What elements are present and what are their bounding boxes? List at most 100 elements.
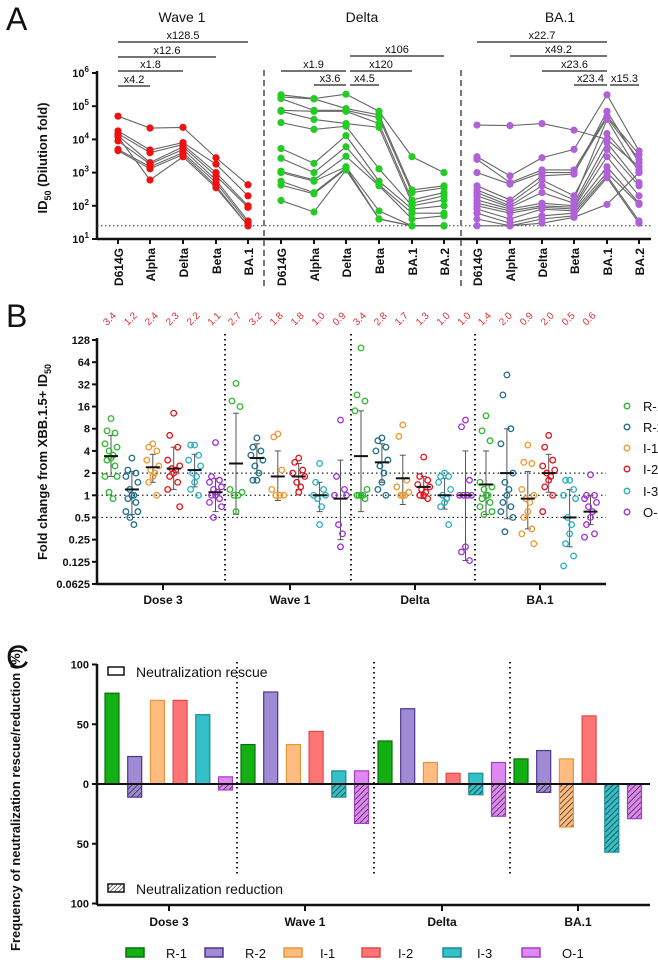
data-point	[310, 125, 318, 134]
data-point	[380, 469, 388, 477]
data-point	[635, 169, 643, 177]
reduction-bar	[127, 783, 143, 798]
data-point	[473, 215, 481, 223]
data-point	[440, 196, 448, 204]
data-point	[591, 491, 598, 499]
median-label: 1.0	[310, 310, 328, 328]
data-point	[276, 491, 284, 499]
y-tick-label: 2	[84, 468, 90, 480]
legend-swatch	[521, 947, 541, 958]
data-point	[538, 188, 546, 197]
data-point	[462, 543, 469, 551]
data-point	[416, 491, 424, 499]
data-point	[105, 488, 113, 496]
data-point	[149, 440, 157, 448]
x-tick-label: BA.2	[633, 248, 647, 276]
y-tick-label: 0.125	[62, 557, 90, 569]
reduction-legend-label: Neutralization reduction	[136, 881, 283, 897]
reduction-bar	[558, 783, 575, 828]
data-point	[244, 181, 252, 189]
legend-marker	[623, 487, 631, 495]
data-point	[103, 456, 111, 464]
data-point	[566, 530, 574, 538]
data-point	[293, 478, 301, 486]
x-tick-label: Alpha	[144, 248, 158, 282]
fold-change-label: x23.6	[561, 59, 588, 71]
data-point	[103, 427, 111, 435]
data-point	[393, 483, 401, 491]
data-point	[562, 476, 570, 484]
median-label: 1.2	[122, 310, 140, 328]
rescue-bar	[445, 772, 461, 785]
data-point	[234, 491, 242, 499]
legend-swatch	[204, 947, 224, 958]
rescue-bar	[263, 691, 279, 785]
data-point	[524, 508, 532, 516]
median-label: 1.1	[206, 310, 224, 328]
y-tick-label: 100	[71, 899, 89, 911]
data-point	[581, 533, 588, 541]
data-point	[151, 469, 159, 477]
data-point	[226, 485, 234, 493]
x-tick-label: Delta	[427, 915, 457, 929]
subject-line	[280, 109, 445, 201]
data-point	[277, 94, 285, 103]
data-point	[458, 423, 465, 431]
x-tick-label: Delta	[400, 593, 430, 607]
fold-change-label: x4.2	[124, 74, 145, 86]
data-point	[506, 180, 514, 188]
data-point	[408, 222, 416, 230]
data-point	[153, 491, 161, 499]
data-point	[191, 478, 199, 486]
data-point	[291, 458, 299, 466]
reduction-bar	[490, 783, 507, 817]
rescue-bar	[377, 740, 393, 785]
data-point	[570, 145, 578, 153]
data-point	[114, 146, 122, 155]
data-point	[374, 437, 382, 445]
subject-line	[280, 166, 444, 227]
data-point	[310, 159, 318, 167]
data-point	[440, 222, 448, 230]
median-label: 1.3	[414, 310, 432, 328]
data-point	[212, 160, 220, 168]
y-tick-label: 50	[77, 839, 89, 851]
subject-line	[476, 165, 640, 214]
data-point	[320, 485, 328, 493]
y-tick-label: 0.5	[75, 512, 90, 524]
reduction-legend-box	[107, 883, 125, 893]
rescue-bar	[240, 743, 256, 785]
data-point	[416, 473, 424, 480]
rescue-bar	[400, 708, 416, 785]
median-label: 0.9	[518, 310, 536, 328]
median-label: 3.2	[247, 310, 265, 328]
data-point	[466, 476, 473, 484]
data-point	[128, 454, 136, 462]
data-point	[333, 473, 340, 480]
rescue-bar	[536, 749, 552, 785]
data-point	[506, 209, 514, 217]
data-point	[357, 344, 365, 352]
legend-marker	[623, 402, 631, 410]
data-point	[277, 154, 285, 162]
data-point	[195, 451, 203, 459]
data-point	[155, 462, 163, 470]
data-point	[473, 209, 481, 217]
data-point	[244, 192, 252, 200]
x-tick-label: BA.1	[242, 248, 256, 276]
median-label: 2.0	[497, 310, 515, 328]
y-tick-label: 100	[71, 660, 89, 672]
median-label: 2.0	[539, 310, 557, 328]
x-tick-label: D614G	[471, 248, 485, 286]
data-point	[310, 169, 318, 177]
subject-line	[280, 122, 445, 207]
data-point	[244, 222, 252, 230]
data-point	[375, 123, 383, 131]
median-label: 1.4	[476, 310, 494, 328]
data-point	[113, 473, 121, 480]
data-point	[295, 488, 303, 496]
data-point	[562, 540, 570, 548]
reduction-bar	[468, 783, 484, 796]
data-point	[218, 483, 225, 491]
